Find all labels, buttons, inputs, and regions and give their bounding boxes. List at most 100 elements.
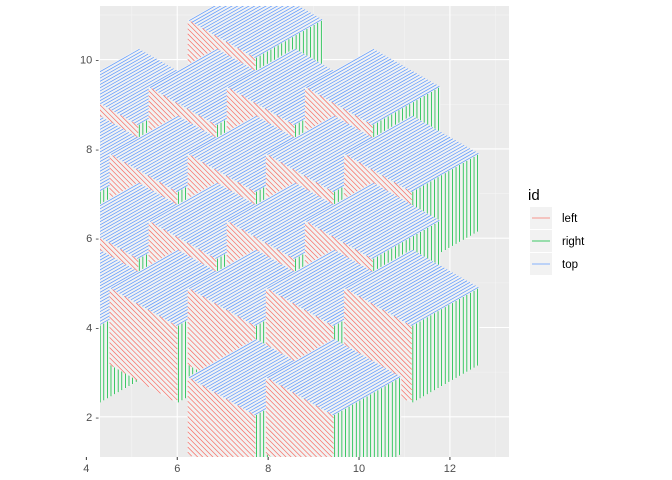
pattern-top-stroke: [334, 64, 403, 105]
pattern-top-stroke: [275, 254, 344, 294]
pattern-top-stroke: [362, 215, 432, 255]
pattern-top-stroke: [217, 131, 286, 172]
pattern-top-stroke: [242, 190, 311, 230]
pattern-left-stroke: [109, 316, 178, 385]
pattern-left-stroke: [264, 108, 295, 139]
pattern-left-stroke: [109, 301, 178, 370]
pattern-top-stroke: [248, 15, 317, 55]
pattern-top-stroke: [272, 253, 341, 293]
pattern-top-stroke: [236, 187, 305, 227]
pattern-top-stroke: [284, 348, 353, 388]
pattern-top-stroke: [230, 184, 299, 224]
pattern-top-stroke: [373, 131, 442, 172]
pattern-top-stroke: [155, 186, 224, 226]
pattern-top-stroke: [365, 261, 434, 301]
pattern-left-stroke: [109, 352, 138, 381]
pattern-top-stroke: [161, 55, 230, 95]
pattern-left-stroke: [31, 224, 47, 240]
pattern-top-stroke: [281, 257, 350, 297]
cube-face-left: [31, 154, 99, 269]
pattern-top-stroke: [172, 195, 241, 235]
pattern-top-stroke: [181, 200, 250, 240]
pattern-left-stroke: [132, 121, 139, 129]
pattern-top: [306, 182, 440, 259]
pattern-top-stroke: [100, 261, 121, 274]
y-tick-label: 8 -: [86, 144, 99, 156]
pattern-left-stroke: [343, 306, 413, 375]
pattern-top-stroke: [211, 128, 280, 168]
pattern-top-stroke: [278, 345, 347, 385]
pattern-left-stroke: [393, 181, 413, 201]
pattern-top-stroke: [309, 50, 378, 90]
pattern-top-stroke: [323, 192, 392, 232]
pattern-top-stroke: [208, 6, 256, 33]
pattern-left-stroke: [135, 302, 178, 345]
pattern-left-stroke: [70, 162, 74, 166]
pattern-top-stroke: [326, 372, 395, 413]
pattern-left-stroke: [264, 242, 295, 273]
pattern-top-stroke: [223, 269, 292, 309]
pattern-top-stroke: [105, 202, 174, 242]
pattern-top-stroke: [371, 219, 440, 259]
pattern-top-stroke: [356, 122, 425, 162]
pattern-top-stroke: [289, 262, 358, 302]
pattern-top-stroke: [116, 253, 185, 293]
pattern-top-stroke: [100, 122, 113, 130]
pattern-left-stroke: [268, 378, 334, 444]
pattern-top-stroke: [100, 262, 124, 277]
pattern-top-stroke: [354, 210, 423, 250]
pattern-top-stroke: [113, 251, 182, 291]
pattern-left-stroke: [343, 311, 413, 380]
pattern-top-stroke: [136, 130, 205, 170]
pattern-top-stroke: [399, 280, 468, 320]
pattern-top-stroke: [239, 189, 308, 229]
pattern-left-stroke: [225, 41, 256, 72]
pattern-top-stroke: [348, 207, 417, 247]
pattern-top-stroke: [100, 50, 143, 76]
pattern-top-stroke: [345, 71, 414, 111]
pattern-top-stroke: [133, 128, 202, 168]
pattern-top-stroke: [191, 340, 260, 380]
pattern-left-stroke: [31, 193, 99, 261]
pattern-left-stroke: [31, 219, 59, 247]
pattern-top-stroke: [402, 282, 471, 322]
pattern-top-stroke: [326, 194, 395, 234]
pattern-top-stroke: [353, 254, 422, 294]
pattern-top-stroke: [242, 12, 311, 52]
pattern-top-stroke: [348, 73, 417, 113]
pattern-top-stroke: [119, 120, 188, 160]
cube-face-top: [187, 115, 324, 193]
pattern-left-stroke: [31, 353, 59, 381]
pattern-left-stroke: [288, 121, 295, 129]
cube-face-top: [344, 115, 480, 193]
pattern-top-stroke: [356, 256, 425, 296]
pattern-left-stroke: [31, 188, 99, 256]
pattern-left-stroke: [31, 327, 99, 395]
pattern-top-stroke: [144, 135, 213, 175]
pattern-left-stroke: [265, 411, 313, 457]
pattern-top-stroke: [236, 53, 305, 93]
pattern-top-stroke: [278, 122, 347, 162]
x-tick-label: 8: [265, 463, 271, 475]
pattern-top-stroke: [130, 261, 199, 301]
pattern-top-stroke: [334, 198, 403, 239]
pattern-left-stroke: [225, 398, 256, 429]
pattern-top-stroke: [250, 61, 319, 101]
pattern-top-stroke: [399, 146, 468, 186]
pattern-left-stroke: [213, 391, 256, 434]
pattern-top-stroke: [247, 60, 316, 100]
pattern-top-stroke: [211, 262, 280, 302]
pattern-top-stroke: [289, 352, 358, 392]
pattern-top-stroke: [223, 135, 292, 175]
pattern-left-stroke: [31, 168, 99, 236]
pattern-left-stroke: [315, 181, 334, 201]
pattern-top-stroke: [228, 48, 297, 88]
pattern-top-stroke: [376, 133, 445, 173]
pattern-top-stroke: [102, 66, 171, 106]
pattern-left-stroke: [112, 289, 178, 355]
pattern-top-stroke: [281, 347, 350, 387]
pattern-left-stroke: [366, 255, 373, 262]
pattern-left-stroke: [382, 175, 413, 206]
pattern-top: [188, 6, 323, 58]
pattern-top-stroke: [183, 202, 252, 242]
